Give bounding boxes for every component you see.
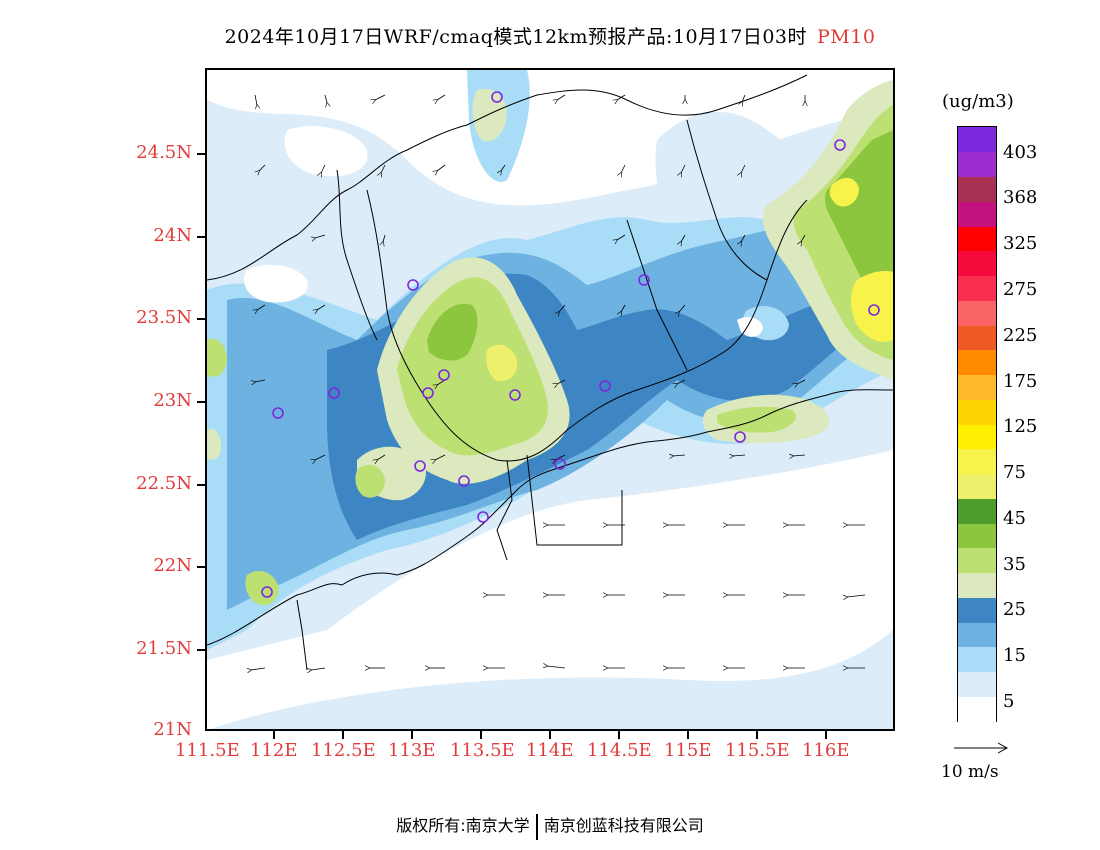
colorbar-label: 325 [1003,233,1038,254]
lon-tick [756,731,758,739]
lon-tick [480,731,482,739]
colorbar-label: 25 [1003,599,1026,620]
lat-label-22.5: 22.5N [136,473,192,494]
colorbar-label: 45 [1003,508,1026,529]
lat-label-21.5: 21.5N [136,638,192,659]
coastline [207,74,893,671]
lat-tick [197,649,205,651]
title-variable: PM10 [817,26,876,48]
lon-tick [342,731,344,739]
lon-label-116: 116E [802,740,850,761]
colorbar-cell [958,622,996,648]
lat-label-24: 24N [153,225,192,246]
colorbar-cell [958,300,996,326]
lon-tick [273,731,275,739]
lon-tick [687,731,689,739]
colorbar-cell [958,275,996,301]
colorbar-label: 225 [1003,325,1038,346]
colorbar-label: 125 [1003,416,1038,437]
lon-tick [825,731,827,739]
colorbar [957,126,997,722]
colorbar-cell [958,572,996,598]
wind-reference-label: 10 m/s [941,762,999,782]
colorbar-cell [958,176,996,202]
colorbar-label: 35 [1003,554,1026,575]
colorbar-cell [958,448,996,474]
colorbar-cell [958,424,996,450]
colorbar-label: 368 [1003,187,1038,208]
lon-tick [549,731,551,739]
lon-label-114.5: 114.5E [587,740,652,761]
colorbar-cell [958,325,996,351]
footer-separator [535,813,538,840]
lat-label-23.5: 23.5N [136,307,192,328]
colorbar-label: 5 [1003,691,1015,712]
colorbar-cell [958,250,996,276]
colorbar-cell [958,399,996,425]
station-markers [261,91,880,598]
lon-label-111.5: 111.5E [175,740,240,761]
lat-tick [197,318,205,320]
map-title: 2024年10月17日WRF/cmaq模式12km预报产品:10月17日03时 P… [0,22,1100,49]
colorbar-cell [958,473,996,499]
lat-label-24.5: 24.5N [136,142,192,163]
title-main: 2024年10月17日WRF/cmaq模式12km预报产品:10月17日03时 [224,26,807,48]
map-canvas [207,70,893,729]
colorbar-cell [958,523,996,549]
colorbar-cell [958,646,996,672]
lat-tick [197,153,205,155]
colorbar-label: 275 [1003,279,1038,300]
colorbar-cell [958,201,996,227]
lon-label-114: 114E [526,740,574,761]
lon-tick [618,731,620,739]
lon-label-115: 115E [664,740,712,761]
colorbar-cell [958,547,996,573]
footer-right: 南京创蓝科技有限公司 [543,816,704,835]
lat-label-21: 21N [153,719,192,740]
map-panel [205,68,895,731]
lon-label-113: 113E [388,740,436,761]
colorbar-label: 175 [1003,371,1038,392]
footer-left: 版权所有:南京大学 [396,816,530,835]
lat-tick [197,484,205,486]
lat-label-22: 22N [153,555,192,576]
lat-tick [197,401,205,403]
colorbar-cell [958,498,996,524]
lat-tick [197,236,205,238]
lon-label-112: 112E [250,740,298,761]
colorbar-cell [958,671,996,697]
lon-label-115.5: 115.5E [725,740,790,761]
pm10-field [207,70,893,729]
lon-tick [411,731,413,739]
lat-label-23: 23N [153,390,192,411]
colorbar-label: 15 [1003,645,1026,666]
colorbar-cell [958,374,996,400]
colorbar-unit: (ug/m3) [942,91,1014,112]
lat-tick [197,566,205,568]
colorbar-cell [958,127,996,153]
lon-label-112.5: 112.5E [311,740,376,761]
wind-vectors [251,94,866,670]
colorbar-label: 403 [1003,142,1038,163]
colorbar-label: 75 [1003,462,1026,483]
colorbar-cell [958,696,996,722]
wind-reference-arrow [954,742,1009,754]
colorbar-cell [958,226,996,252]
copyright-footer: 版权所有:南京大学 南京创蓝科技有限公司 [0,812,1100,840]
lon-label-113.5: 113.5E [450,740,515,761]
colorbar-cell [958,349,996,375]
colorbar-cell [958,597,996,623]
colorbar-cell [958,151,996,177]
